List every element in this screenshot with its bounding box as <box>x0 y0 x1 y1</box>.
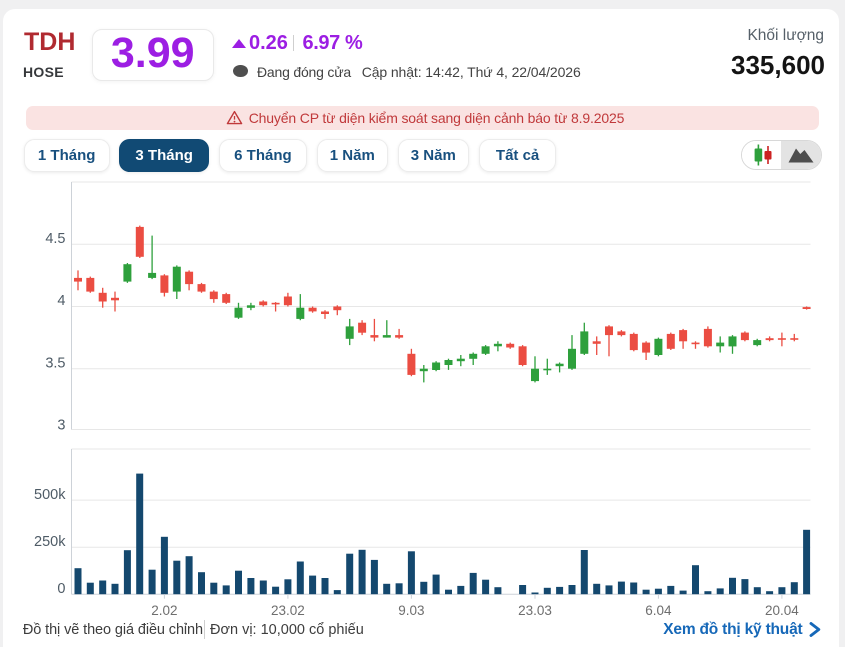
svg-text:23.02: 23.02 <box>271 603 305 618</box>
svg-text:2.02: 2.02 <box>151 603 177 618</box>
svg-text:3: 3 <box>57 418 65 434</box>
svg-text:4.5: 4.5 <box>45 231 65 247</box>
svg-text:500k: 500k <box>34 487 66 503</box>
svg-text:3.5: 3.5 <box>45 355 65 371</box>
svg-text:4: 4 <box>57 293 65 309</box>
svg-text:0: 0 <box>57 581 65 597</box>
svg-text:20.04: 20.04 <box>765 603 799 618</box>
svg-text:250k: 250k <box>34 534 66 550</box>
svg-text:6.04: 6.04 <box>645 603 672 618</box>
svg-text:23.03: 23.03 <box>518 603 552 618</box>
svg-text:9.03: 9.03 <box>398 603 424 618</box>
